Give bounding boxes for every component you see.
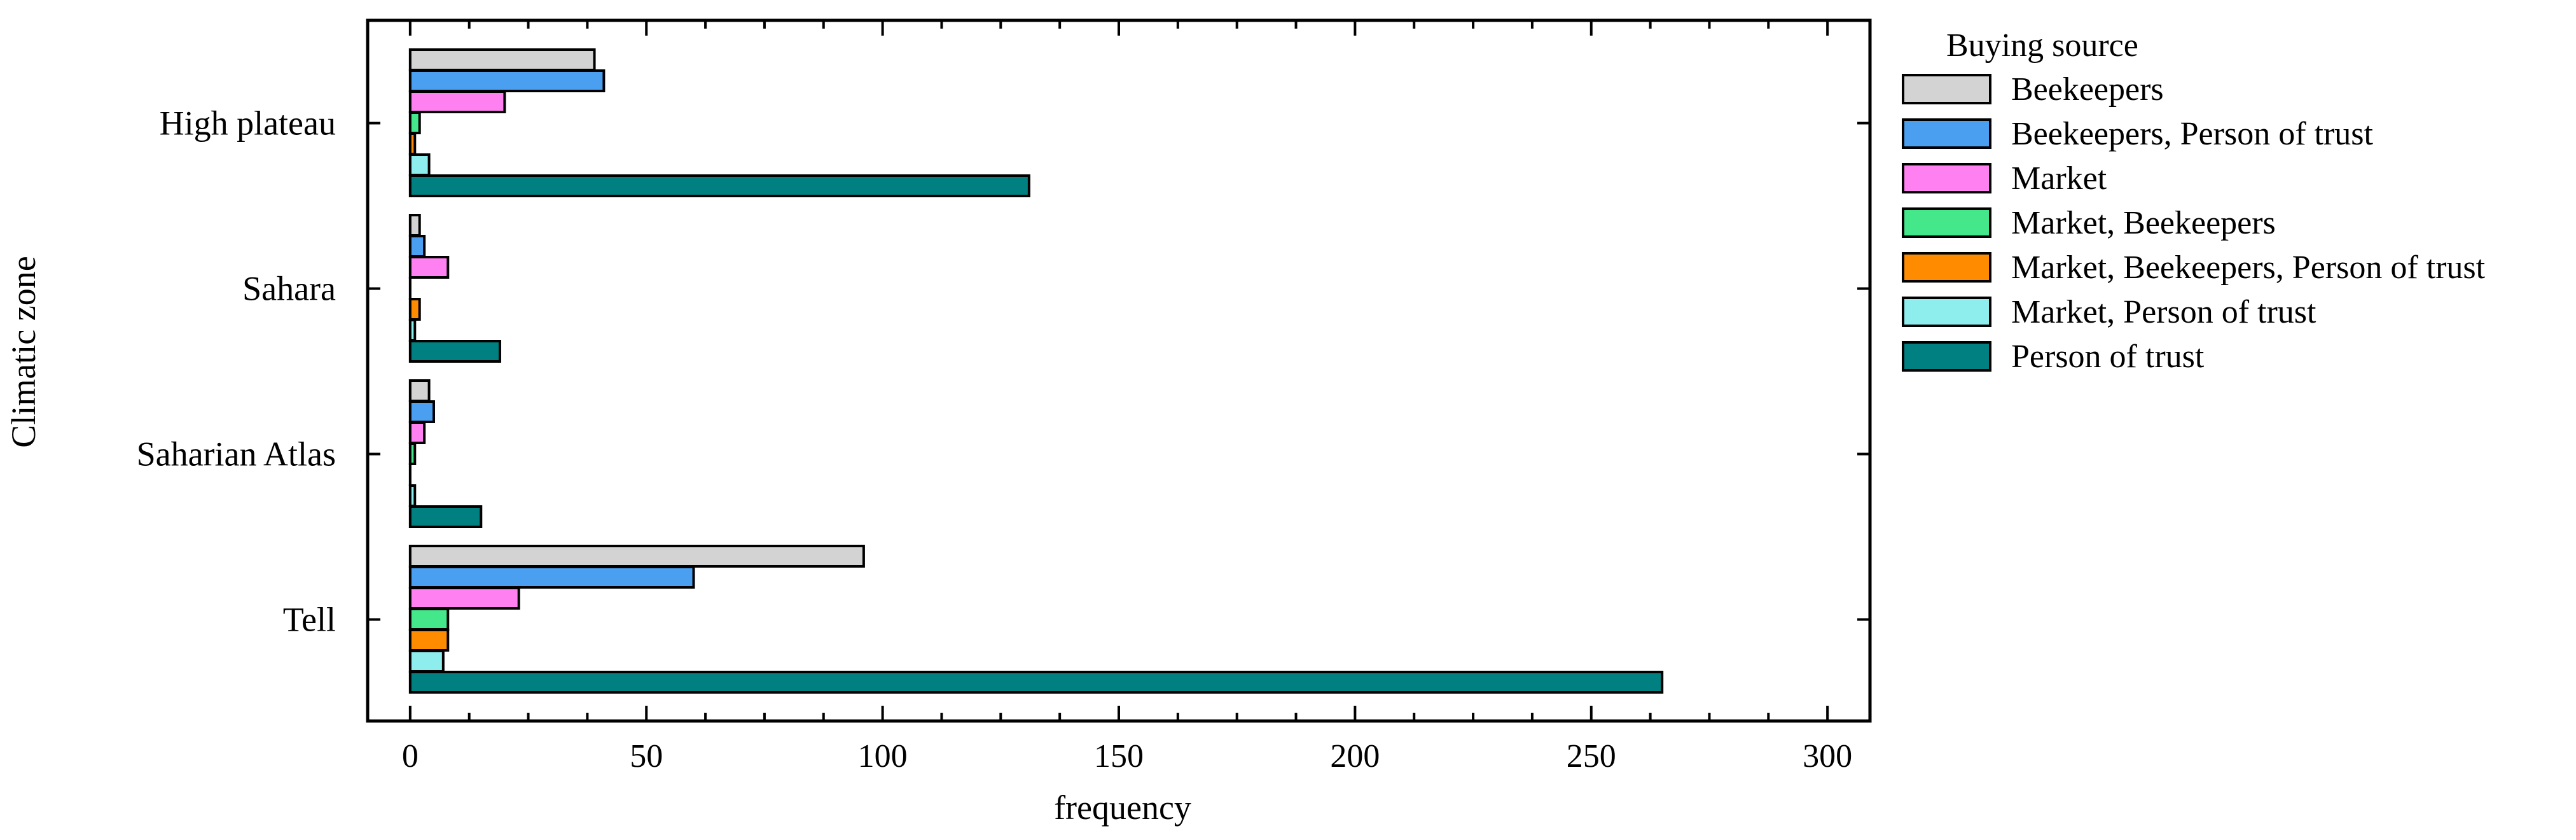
bar xyxy=(408,400,435,423)
legend-swatch xyxy=(1902,341,1991,372)
bar xyxy=(408,671,1664,694)
bar xyxy=(408,256,450,279)
bar xyxy=(408,319,417,342)
legend-swatch xyxy=(1902,118,1991,149)
category-label: Saharian Atlas xyxy=(137,435,336,473)
legend-label: Beekeepers xyxy=(2011,71,2164,108)
category-label: High plateau xyxy=(160,104,336,143)
bar xyxy=(408,379,431,402)
x-tick-label: 50 xyxy=(630,738,663,774)
x-axis-title: frequency xyxy=(1054,788,1191,827)
bar xyxy=(408,90,506,113)
x-tick-label: 300 xyxy=(1803,738,1852,774)
legend: Buying source Beekeepers Beekeepers, Pers… xyxy=(1902,27,2486,375)
x-tick-label: 200 xyxy=(1330,738,1380,774)
bar xyxy=(408,442,417,465)
bar xyxy=(408,48,596,71)
bar xyxy=(408,153,431,176)
legend-swatch xyxy=(1902,252,1991,283)
legend-swatch xyxy=(1902,297,1991,327)
bar xyxy=(408,608,450,631)
bar xyxy=(408,132,417,155)
bar xyxy=(408,566,695,589)
bar xyxy=(408,650,445,673)
y-axis-title: Climatic zone xyxy=(4,256,43,447)
bar xyxy=(408,235,426,258)
x-tick-label: 150 xyxy=(1094,738,1144,774)
bar xyxy=(408,298,421,321)
plot-bars xyxy=(408,48,1664,694)
x-tick-label: 100 xyxy=(858,738,908,774)
bar xyxy=(408,111,421,134)
category-label: Tell xyxy=(283,601,336,639)
legend-label: Market, Beekeepers xyxy=(2011,205,2276,241)
bar xyxy=(408,505,483,528)
bar xyxy=(408,587,520,610)
category-label: Sahara xyxy=(242,270,336,308)
legend-swatch xyxy=(1902,163,1991,193)
bar xyxy=(408,545,865,568)
category-labels: High plateau Sahara Saharian Atlas Tell xyxy=(137,104,336,639)
axis-ticks: 0 50 100 150 200 250 300 xyxy=(368,20,1870,774)
legend-label: Person of trust xyxy=(2011,339,2205,375)
x-tick-label: 250 xyxy=(1567,738,1616,774)
bar xyxy=(408,421,426,444)
legend-label: Beekeepers, Person of trust xyxy=(2011,116,2374,152)
legend-title: Buying source xyxy=(1946,27,2138,64)
legend-label: Market, Person of trust xyxy=(2011,294,2316,330)
bar xyxy=(408,484,417,507)
legend-label: Market, Beekeepers, Person of trust xyxy=(2011,249,2486,286)
x-tick-label: 0 xyxy=(402,738,419,774)
bar xyxy=(408,340,501,363)
bar xyxy=(408,69,606,92)
bar xyxy=(408,629,450,652)
plot-frame xyxy=(366,18,1872,723)
bar xyxy=(408,174,1030,197)
legend-swatch xyxy=(1902,207,1991,238)
legend-swatch xyxy=(1902,74,1991,104)
legend-label: Market xyxy=(2011,160,2107,197)
bar xyxy=(408,214,421,237)
